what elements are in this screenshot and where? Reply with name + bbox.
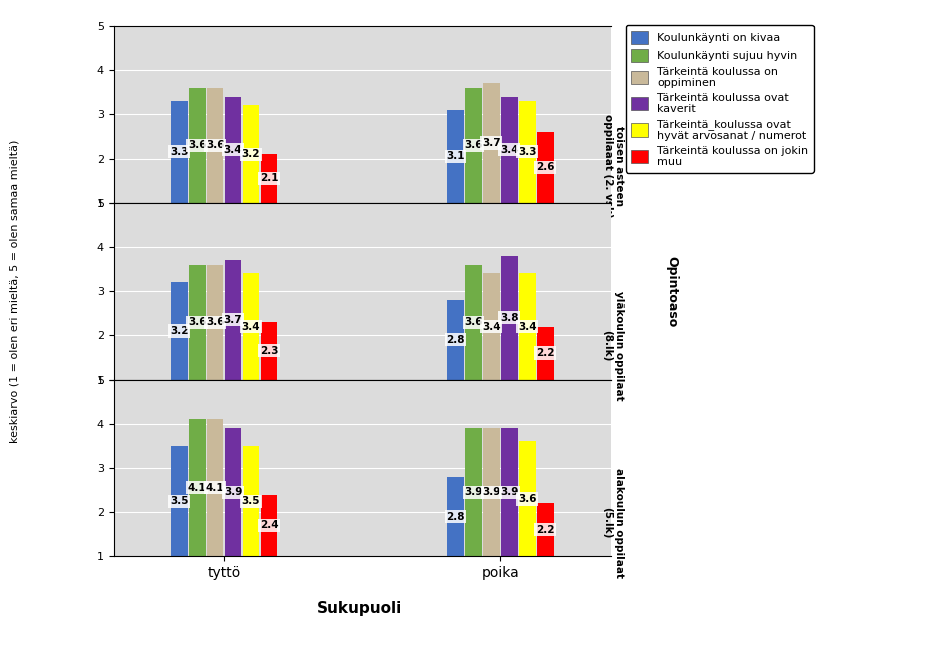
Bar — [501, 428, 518, 556]
Text: 3.6: 3.6 — [464, 140, 483, 150]
Bar — [188, 419, 205, 556]
Text: 2.4: 2.4 — [259, 520, 278, 531]
Text: 3.9: 3.9 — [500, 487, 519, 498]
Bar — [206, 419, 223, 556]
Text: 3.3: 3.3 — [170, 147, 188, 157]
Text: 3.6: 3.6 — [464, 317, 483, 327]
Bar — [170, 446, 188, 556]
Text: 3.7: 3.7 — [482, 138, 501, 148]
Text: 2.1: 2.1 — [259, 173, 278, 183]
Bar — [501, 96, 518, 203]
Text: 3.8: 3.8 — [500, 313, 519, 323]
Bar — [206, 88, 223, 203]
Bar — [188, 265, 205, 380]
Text: 3.9: 3.9 — [464, 487, 483, 498]
Text: Sukupuoli: Sukupuoli — [317, 600, 402, 616]
Text: 3.6: 3.6 — [205, 140, 224, 150]
Bar — [170, 101, 188, 203]
Bar — [188, 88, 205, 203]
Text: 3.9: 3.9 — [223, 487, 242, 498]
Text: 3.5: 3.5 — [170, 496, 188, 506]
Text: 2.3: 2.3 — [259, 346, 278, 356]
Bar — [537, 327, 554, 380]
Text: 2.8: 2.8 — [446, 512, 465, 521]
Bar — [465, 265, 482, 380]
Bar — [447, 477, 464, 556]
Bar — [260, 494, 277, 556]
Text: 3.4: 3.4 — [500, 145, 519, 155]
Bar — [537, 503, 554, 556]
Text: 3.1: 3.1 — [446, 151, 465, 161]
Text: 4.1: 4.1 — [205, 483, 224, 493]
Bar — [170, 282, 188, 380]
Legend: Koulunkäynti on kivaa, Koulunkäynti sujuu hyvin, Tärkeintä koulussa on
oppiminen: Koulunkäynti on kivaa, Koulunkäynti suju… — [626, 25, 813, 173]
Text: 3.9: 3.9 — [482, 487, 501, 498]
Bar — [447, 300, 464, 380]
Text: 3.4: 3.4 — [241, 322, 260, 331]
Text: 3.5: 3.5 — [241, 496, 260, 506]
Text: 4.1: 4.1 — [188, 483, 206, 493]
Bar — [242, 274, 259, 380]
Text: 3.4: 3.4 — [482, 322, 501, 331]
Bar — [224, 96, 241, 203]
Bar — [206, 265, 223, 380]
Text: 3.2: 3.2 — [241, 149, 260, 159]
Text: 2.2: 2.2 — [536, 525, 554, 535]
Text: 3.6: 3.6 — [188, 140, 206, 150]
Bar — [501, 256, 518, 380]
Bar — [483, 428, 500, 556]
Text: alakoulun oppilaat
(5.lk): alakoulun oppilaat (5.lk) — [602, 468, 624, 578]
Bar — [519, 441, 536, 556]
Bar — [483, 274, 500, 380]
Text: 3.6: 3.6 — [188, 317, 206, 327]
Bar — [224, 260, 241, 380]
Bar — [242, 446, 259, 556]
Text: 3.6: 3.6 — [518, 494, 537, 504]
Bar — [242, 105, 259, 203]
Bar — [519, 274, 536, 380]
Bar — [260, 154, 277, 203]
Text: 3.6: 3.6 — [205, 317, 224, 327]
Text: 3.4: 3.4 — [518, 322, 537, 331]
Text: keskiarvo (1 = olen eri mieltä, 5 = olen samaa mieltä): keskiarvo (1 = olen eri mieltä, 5 = olen… — [9, 140, 19, 443]
Text: 3.3: 3.3 — [518, 147, 537, 157]
Text: 3.4: 3.4 — [223, 145, 242, 155]
Bar — [519, 101, 536, 203]
Bar — [447, 110, 464, 203]
Bar — [537, 132, 554, 203]
Text: 3.7: 3.7 — [223, 315, 242, 325]
Bar — [260, 322, 277, 380]
Text: yläkoulun oppilaat
(8.lk): yläkoulun oppilaat (8.lk) — [602, 291, 624, 400]
Text: toisen asteen
oppilaaat (2. vsk): toisen asteen oppilaaat (2. vsk) — [602, 115, 624, 218]
Bar — [483, 83, 500, 203]
Text: Opintoaso: Opintoaso — [666, 256, 679, 327]
Bar — [224, 428, 241, 556]
Bar — [465, 88, 482, 203]
Text: 2.6: 2.6 — [536, 162, 554, 172]
Text: 3.2: 3.2 — [170, 326, 188, 336]
Text: 2.2: 2.2 — [536, 348, 554, 358]
Text: 2.8: 2.8 — [446, 334, 465, 345]
Bar — [465, 428, 482, 556]
